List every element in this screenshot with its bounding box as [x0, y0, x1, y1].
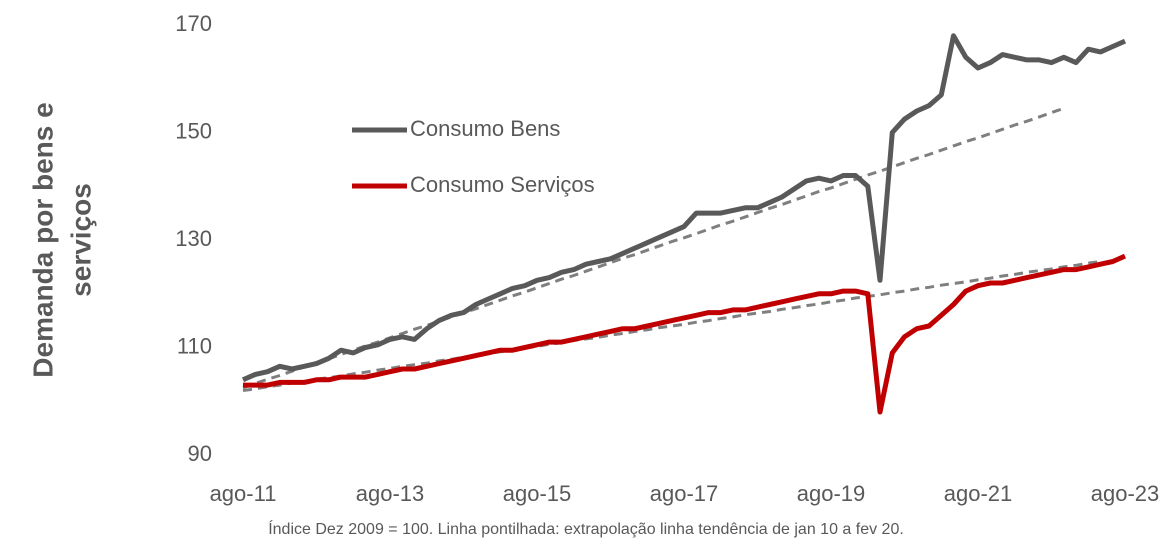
y-label-line: serviços — [65, 183, 96, 297]
trend-line — [242, 260, 1101, 392]
y-label: Demanda por bens e serviços — [27, 102, 96, 377]
x-tick-label: ago-15 — [503, 481, 572, 506]
series-line — [243, 253, 1127, 415]
series-line — [241, 33, 1127, 383]
y-label-line: Demanda por bens e — [27, 102, 58, 377]
y-tick-label: 130 — [175, 226, 212, 251]
x-tick-label: ago-19 — [797, 481, 866, 506]
y-tick-label: 110 — [177, 333, 212, 358]
y-tick-label: 170 — [175, 11, 212, 36]
note: Índice Dez 2009 = 100. Linha pontilhada:… — [268, 519, 904, 538]
x-tick-label: ago-23 — [1091, 481, 1160, 506]
x-tick-label: ago-13 — [356, 481, 425, 506]
x-tick-label: ago-21 — [944, 481, 1013, 506]
x-tick-label: ago-11 — [210, 481, 277, 506]
y-tick-label: 90 — [188, 441, 212, 466]
x-tick-label: ago-17 — [650, 481, 719, 506]
trend-line — [242, 106, 1065, 390]
legend-label: Consumo Bens — [410, 116, 560, 141]
legend-label: Consumo Serviços — [410, 172, 595, 197]
y-tick-label: 150 — [175, 118, 212, 143]
